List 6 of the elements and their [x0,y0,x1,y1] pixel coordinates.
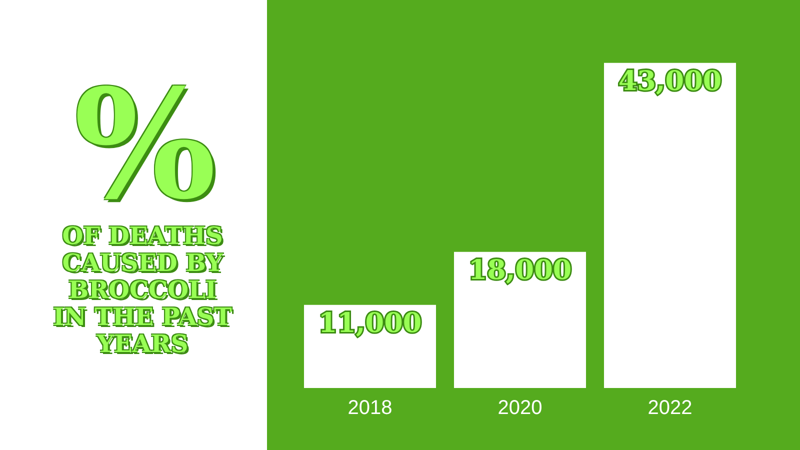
data-label: 43,000 [618,66,722,97]
x-tick-label: 2018 [348,397,392,419]
data-label: 18,000 [468,254,572,286]
x-tick-label: 2020 [498,397,542,419]
data-label: 11,000 [318,308,422,339]
x-tick-label: 2022 [648,397,692,419]
